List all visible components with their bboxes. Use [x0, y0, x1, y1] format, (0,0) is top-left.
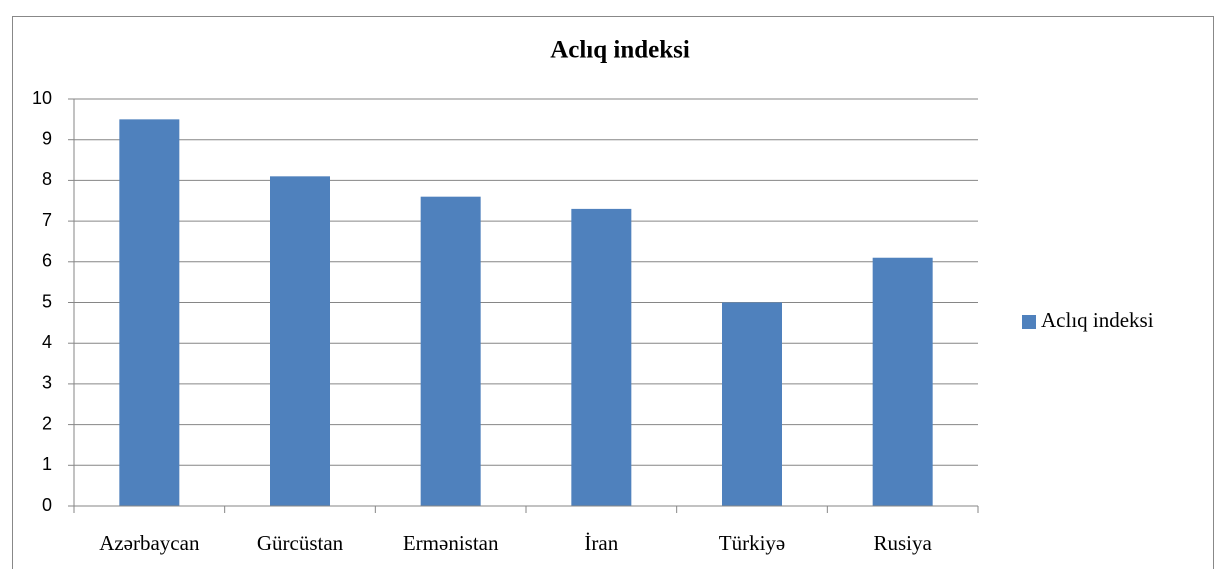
y-tick-label: 8	[42, 169, 52, 189]
x-tick-label: Ermənistan	[403, 531, 499, 555]
bar	[571, 208, 632, 506]
bar	[420, 196, 481, 506]
y-tick-label: 2	[42, 413, 52, 433]
y-tick-label: 1	[42, 454, 52, 474]
y-tick-label: 6	[42, 251, 52, 271]
bar	[872, 257, 933, 506]
y-tick-label: 0	[42, 495, 52, 515]
x-tick-label: Rusiya	[873, 531, 932, 555]
x-tick-label: İran	[584, 531, 618, 555]
y-tick-label: 7	[42, 210, 52, 230]
x-tick-label: Gürcüstan	[257, 531, 344, 555]
x-tick-label: Azərbaycan	[99, 531, 200, 555]
bar	[722, 302, 782, 506]
y-tick-label: 5	[42, 291, 52, 311]
bar	[119, 119, 180, 506]
legend-label: Aclıq indeksi	[1041, 308, 1154, 332]
chart-title: Aclıq indeksi	[550, 37, 690, 64]
bar	[270, 176, 330, 506]
legend-swatch	[1022, 315, 1036, 329]
y-tick-label: 10	[32, 88, 52, 108]
y-tick-label: 9	[42, 128, 52, 148]
y-tick-label: 3	[42, 373, 52, 393]
y-tick-label: 4	[42, 332, 52, 352]
x-tick-label: Türkiyə	[719, 531, 785, 555]
